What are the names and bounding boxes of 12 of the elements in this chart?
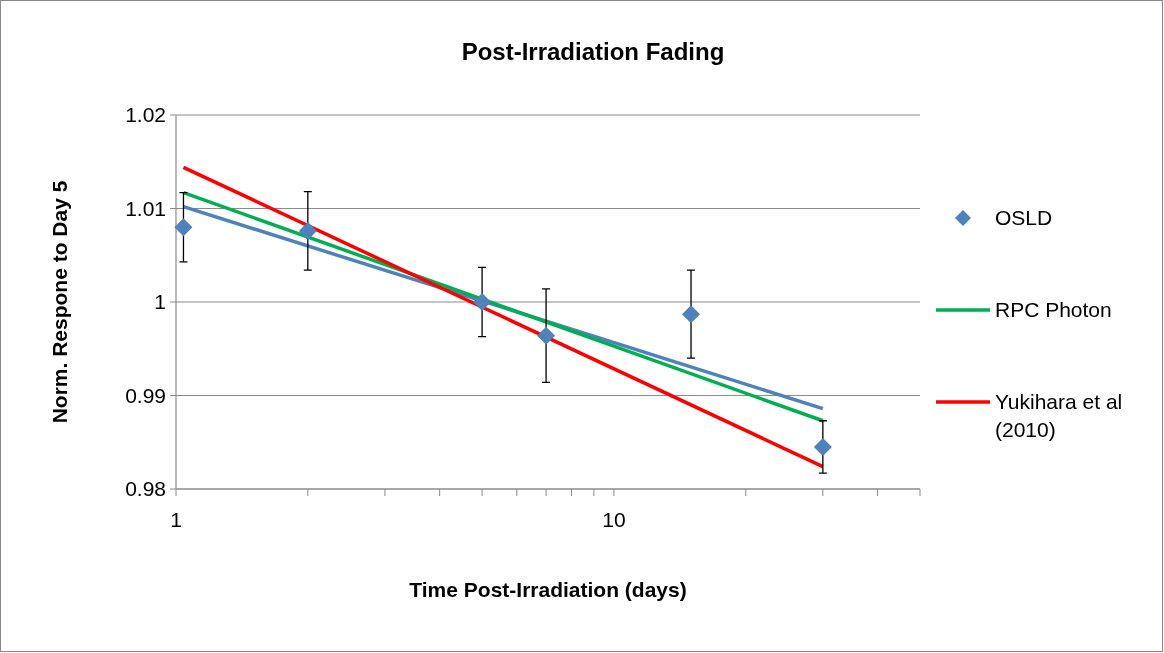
y-tick-label: 1.02	[125, 103, 166, 126]
chart-title: Post-Irradiation Fading	[461, 38, 725, 65]
x-axis-title: Time Post-Irradiation (days)	[409, 578, 687, 601]
y-tick-label: 0.98	[125, 477, 166, 500]
y-tick-label: 1.01	[125, 196, 166, 220]
legend-label: RPC Photon	[995, 298, 1112, 321]
y-axis-title: Norm. Respone to Day 5	[48, 180, 71, 424]
x-tick-label: 10	[602, 508, 626, 531]
y-tick-label: 0.99	[125, 383, 166, 407]
y-tick-label: 1	[154, 290, 166, 313]
legend-label: OSLD	[995, 206, 1053, 229]
legend-label: Yukihara et al (2010)	[995, 390, 1123, 441]
